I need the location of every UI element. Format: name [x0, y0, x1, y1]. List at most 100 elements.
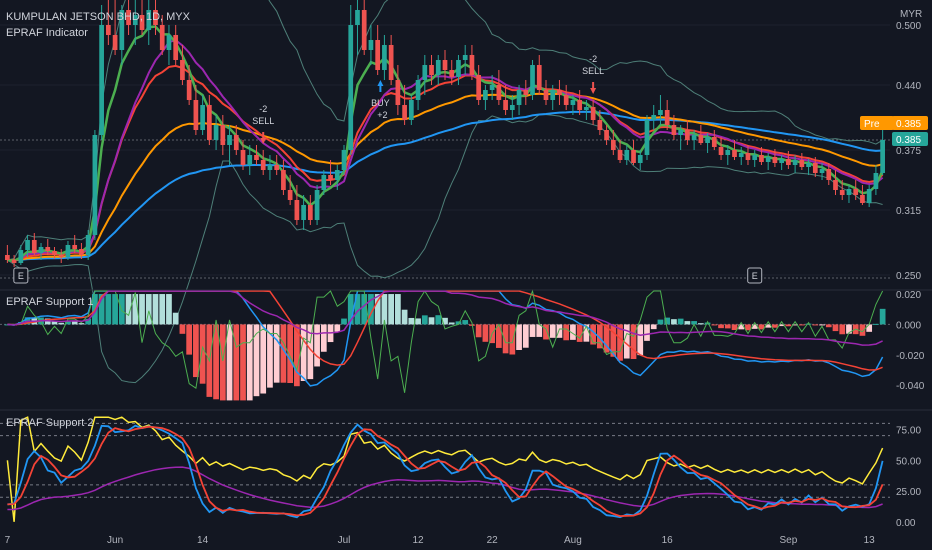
candle-body — [247, 155, 253, 165]
last-price-tag[interactable]: 0.385 — [892, 132, 928, 146]
candle-body — [516, 90, 522, 105]
candle-body — [765, 157, 771, 162]
candle — [664, 100, 670, 130]
histogram-bar — [105, 294, 112, 325]
ema-orange-line — [7, 92, 883, 262]
candle — [536, 55, 542, 95]
last-tag-value: 0.385 — [896, 135, 921, 146]
histogram-bar — [785, 324, 792, 327]
histogram-bar — [718, 324, 724, 329]
histogram-bar — [650, 324, 657, 330]
candle-body — [786, 159, 791, 165]
upper-band-line — [7, 0, 883, 261]
candle — [435, 55, 441, 85]
candle-body — [314, 190, 320, 220]
histogram-bar — [812, 324, 819, 326]
time-axis[interactable]: 7 Jun 14 Jul 12 22 Aug 16 Sep 13 — [5, 535, 876, 546]
candle-body — [139, 15, 145, 30]
support1-panel[interactable] — [0, 289, 890, 401]
candle-body — [227, 135, 232, 145]
histogram-bar — [765, 324, 772, 328]
candle — [213, 115, 219, 150]
candle — [92, 130, 98, 240]
candle-body — [328, 175, 333, 180]
candle-body — [745, 153, 751, 160]
candle — [658, 95, 663, 125]
candle-body — [779, 159, 784, 163]
currency-label: MYR — [900, 9, 922, 20]
histogram-bar — [657, 319, 664, 325]
candle-body — [307, 205, 313, 220]
candle-body — [476, 75, 482, 100]
candlesticks[interactable] — [5, 0, 885, 267]
support2-axis[interactable]: 0.00 25.00 50.00 75.00 — [896, 425, 921, 528]
candle-body — [873, 173, 879, 189]
support1-axis[interactable]: 0.020 0.000 -0.020 -0.040 — [896, 290, 925, 392]
event-marker-label: E — [18, 271, 24, 281]
histogram-bar — [314, 324, 320, 367]
candle-body — [833, 180, 838, 190]
candle-body — [536, 65, 542, 90]
support2-tick-label: 0.00 — [896, 518, 916, 529]
event-marker[interactable]: E — [747, 267, 763, 284]
candle-body — [85, 235, 91, 255]
candle — [233, 125, 239, 155]
candle-body — [812, 163, 818, 173]
candle — [382, 35, 387, 80]
histogram-bar — [213, 324, 219, 400]
histogram-bar — [711, 324, 718, 326]
candle-body — [644, 120, 650, 155]
candle — [489, 75, 495, 100]
histogram-bar — [866, 324, 873, 332]
candle-body — [388, 45, 394, 80]
candle — [132, 0, 138, 45]
candle-body — [604, 130, 609, 140]
candle-body — [483, 90, 488, 100]
candle — [685, 120, 690, 145]
histogram-bar — [664, 317, 671, 325]
candle-body — [449, 70, 455, 77]
candle-body — [287, 190, 293, 200]
support1-tick-label: -0.020 — [896, 351, 925, 362]
time-tick-label: Jul — [338, 535, 351, 546]
pre-price-tag[interactable]: Pre 0.385 — [860, 116, 928, 130]
histogram-bar — [395, 294, 401, 325]
price-axis[interactable]: 0.250 0.315 0.375 0.440 0.500 — [896, 21, 921, 282]
candle — [25, 235, 30, 257]
candle-body — [220, 125, 226, 145]
signal-value: -2 — [259, 104, 267, 114]
histogram-bar — [671, 319, 677, 325]
candle — [240, 140, 246, 170]
histogram-bar — [408, 317, 415, 325]
candle — [624, 145, 630, 165]
support2-tick-label: 50.00 — [896, 456, 921, 467]
histogram-bar — [368, 294, 374, 325]
candle-body — [79, 249, 84, 255]
signal-sell: -2 SELL — [582, 54, 604, 94]
candle-body — [186, 80, 192, 100]
candle — [557, 80, 562, 105]
histogram-bar — [792, 324, 798, 326]
support2-panel[interactable] — [0, 416, 890, 522]
histogram-bar — [617, 324, 623, 361]
histogram-bar — [839, 324, 846, 335]
candle — [307, 195, 313, 225]
candle — [85, 230, 91, 260]
histogram-bar — [684, 321, 691, 325]
pre-tag-label: Pre — [864, 119, 880, 130]
candle — [483, 85, 488, 110]
histogram-bar — [543, 324, 549, 340]
candle — [328, 160, 333, 185]
candle — [186, 65, 192, 105]
histogram-bar — [145, 294, 152, 325]
candle — [274, 155, 280, 175]
sell-arrow-icon — [590, 82, 597, 94]
candle-body — [146, 10, 152, 30]
event-marker[interactable]: E — [13, 267, 29, 284]
histogram-bar — [199, 324, 206, 384]
candle-body — [658, 110, 663, 115]
histogram-bar — [98, 294, 105, 325]
candle — [139, 0, 145, 35]
